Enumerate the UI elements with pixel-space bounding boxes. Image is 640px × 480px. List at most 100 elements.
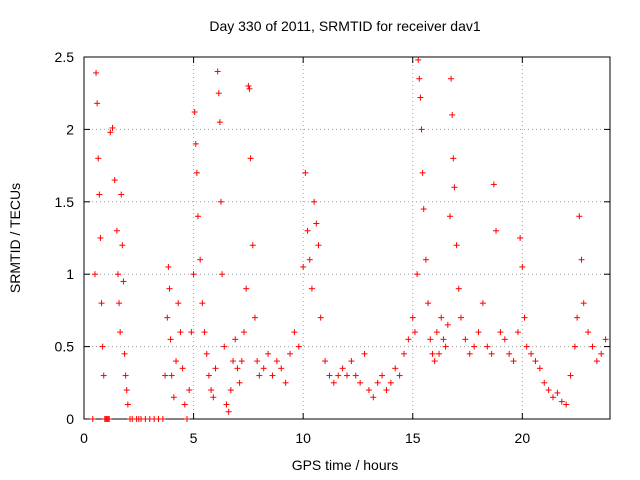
data-point	[370, 394, 377, 401]
data-point	[170, 394, 177, 401]
axis-ticks: 0 5 10 15 20 0 0.5 1 1.5 2 2.5	[55, 49, 610, 446]
data-point	[109, 124, 116, 131]
data-point	[317, 314, 324, 321]
data-point	[490, 181, 497, 188]
data-point	[254, 358, 261, 365]
data-point	[447, 213, 454, 220]
chart-title: Day 330 of 2011, SRMTID for receiver dav…	[209, 18, 481, 34]
data-point	[449, 111, 456, 118]
data-point	[159, 416, 166, 422]
data-point	[313, 220, 320, 227]
data-point	[205, 372, 212, 379]
data-point	[273, 358, 280, 365]
data-point	[339, 365, 346, 372]
data-point	[168, 372, 175, 379]
data-point	[246, 85, 253, 92]
data-point	[291, 329, 298, 336]
data-point	[335, 372, 342, 379]
data-point	[214, 68, 221, 75]
data-point	[488, 350, 495, 357]
data-point	[451, 184, 458, 191]
data-point	[352, 372, 359, 379]
data-point	[191, 109, 198, 116]
y-tick-label: 0	[66, 411, 74, 427]
data-point	[405, 336, 412, 343]
data-point	[455, 285, 462, 292]
data-point	[287, 350, 294, 357]
data-point	[201, 329, 208, 336]
data-point	[111, 177, 118, 184]
data-point	[98, 300, 105, 307]
data-point	[392, 365, 399, 372]
data-points	[89, 56, 609, 422]
data-point	[282, 379, 289, 386]
data-point	[122, 372, 129, 379]
data-point	[510, 358, 517, 365]
data-point	[427, 336, 434, 343]
data-point	[415, 56, 422, 63]
data-point	[571, 343, 578, 350]
data-point	[506, 350, 513, 357]
x-tick-label: 5	[190, 430, 198, 446]
data-point	[230, 358, 237, 365]
data-point	[181, 401, 188, 408]
data-point	[89, 416, 96, 422]
data-point	[409, 314, 416, 321]
data-point	[240, 329, 247, 336]
data-point	[462, 336, 469, 343]
data-point	[330, 379, 337, 386]
plot-frame	[83, 56, 611, 420]
data-point	[93, 69, 100, 76]
data-point	[528, 350, 535, 357]
data-point	[97, 235, 104, 241]
data-point	[523, 343, 530, 350]
data-point	[234, 365, 241, 372]
data-point	[453, 242, 460, 249]
data-point	[215, 90, 222, 97]
data-point	[245, 82, 252, 89]
data-point	[249, 242, 256, 249]
data-point	[589, 343, 596, 350]
data-point	[113, 227, 120, 234]
data-point	[326, 372, 333, 379]
data-point	[576, 213, 583, 220]
data-point	[165, 263, 172, 270]
data-point	[457, 314, 464, 321]
data-point	[438, 314, 445, 321]
data-point	[265, 350, 272, 357]
data-point	[440, 336, 447, 343]
data-point	[238, 358, 245, 365]
data-point	[96, 191, 103, 198]
data-point	[123, 387, 130, 394]
data-point	[442, 343, 449, 350]
data-point	[466, 350, 473, 357]
data-point	[541, 379, 548, 386]
data-point	[120, 278, 127, 285]
data-point	[269, 372, 276, 379]
y-axis-label: SRMTID / TECUs	[7, 183, 23, 293]
data-point	[417, 94, 424, 101]
data-point	[578, 256, 585, 263]
data-point	[260, 365, 267, 372]
data-point	[450, 155, 457, 162]
data-point	[232, 336, 239, 343]
data-point	[420, 206, 427, 213]
data-point	[563, 401, 570, 408]
data-point	[203, 350, 210, 357]
data-point	[221, 343, 228, 350]
data-point	[179, 365, 186, 372]
data-point	[521, 314, 528, 321]
data-point	[574, 314, 581, 321]
data-point	[119, 242, 126, 249]
data-point	[471, 343, 478, 350]
data-point	[162, 372, 169, 379]
y-tick-label: 2	[66, 121, 74, 137]
data-point	[593, 358, 600, 365]
grid	[84, 57, 610, 419]
x-tick-label: 10	[295, 430, 311, 446]
x-tick-label: 20	[515, 430, 531, 446]
data-point	[278, 365, 285, 372]
data-point	[444, 321, 451, 328]
data-point	[365, 387, 372, 394]
